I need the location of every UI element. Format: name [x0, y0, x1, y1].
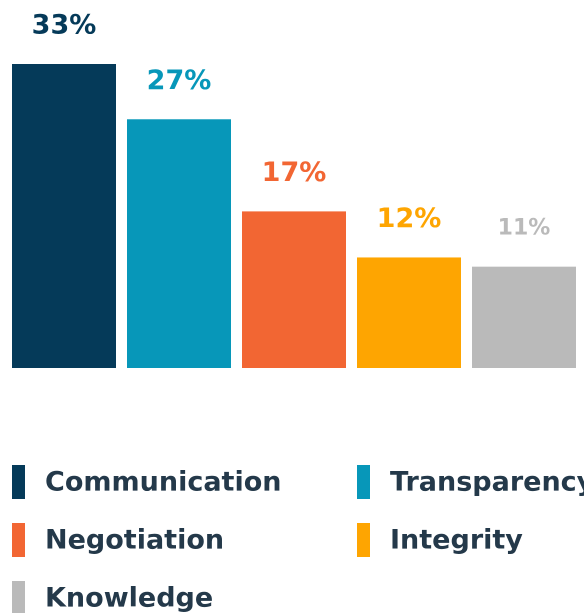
- legend-swatch: [12, 523, 25, 557]
- value-label: 27%: [147, 65, 212, 96]
- bar: [357, 257, 461, 368]
- bar: [127, 119, 231, 368]
- legend-label: Knowledge: [45, 583, 213, 613]
- value-label: 11%: [498, 216, 551, 241]
- bar: [472, 266, 576, 368]
- legend-label: Transparency: [390, 467, 584, 498]
- value-label: 33%: [32, 10, 97, 41]
- legend-swatch: [12, 465, 25, 499]
- legend-label: Communication: [45, 467, 282, 498]
- legend-swatch: [12, 581, 25, 613]
- legend-label: Negotiation: [45, 525, 224, 556]
- legend-swatch: [357, 523, 370, 557]
- bar: [12, 64, 116, 368]
- value-label: 17%: [262, 157, 327, 188]
- legend-label: Integrity: [390, 525, 523, 556]
- bar: [242, 211, 346, 368]
- value-label: 12%: [377, 203, 442, 234]
- legend-swatch: [357, 465, 370, 499]
